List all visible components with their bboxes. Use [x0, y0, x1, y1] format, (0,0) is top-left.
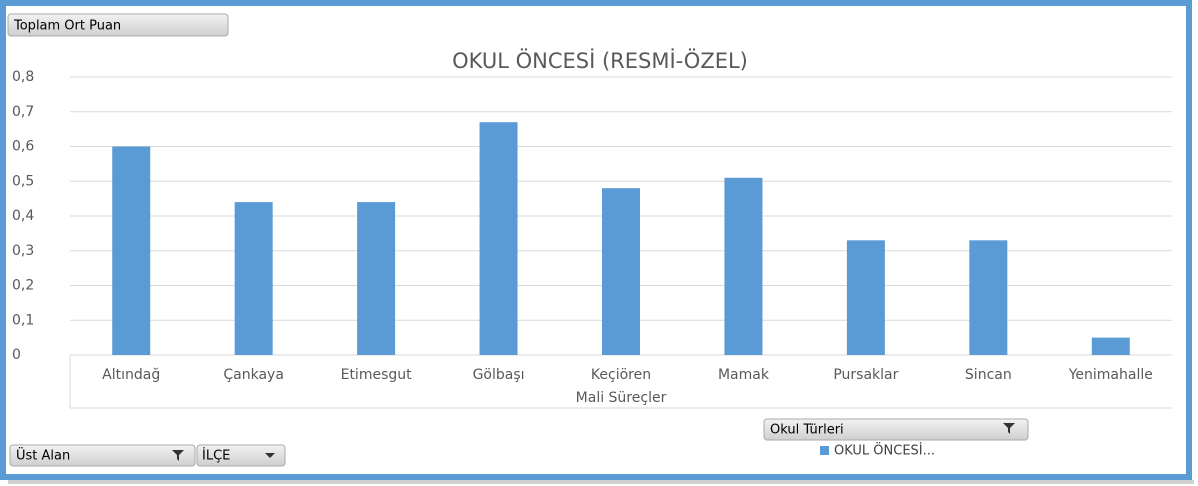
- bar: [969, 240, 1008, 355]
- value-field-button[interactable]: Toplam Ort Puan: [7, 13, 229, 37]
- dropdown-icon: [265, 453, 275, 458]
- bar: [846, 240, 885, 355]
- y-tick-label: 0,1: [12, 312, 34, 328]
- value-field-label: Toplam Ort Puan: [13, 19, 121, 34]
- bar: [479, 122, 518, 355]
- x-tick-label: Etimesgut: [341, 367, 413, 383]
- legend-swatch: [820, 446, 829, 455]
- axis-field-button[interactable]: Üst Alan: [9, 444, 196, 467]
- legend-field-label: Okul Türleri: [770, 423, 844, 438]
- x-axis-title: Mali Süreçler: [576, 390, 667, 406]
- x-tick-label: Yenimahalle: [1068, 367, 1153, 383]
- y-tick-label: 0,4: [12, 208, 34, 224]
- bar: [602, 188, 640, 355]
- legend-field-button[interactable]: Okul Türleri: [763, 418, 1029, 441]
- bar: [112, 146, 151, 355]
- y-tick-label: 0: [12, 347, 21, 363]
- y-tick-label: 0,7: [12, 104, 34, 120]
- chart-title: OKUL ÖNCESİ (RESMİ-ÖZEL): [452, 48, 748, 73]
- bar: [357, 202, 396, 355]
- y-tick-label: 0,6: [12, 139, 34, 155]
- x-tick-label: Altındağ: [102, 367, 160, 383]
- axis-field-button[interactable]: İLÇE: [196, 444, 286, 467]
- legend-label: OKUL ÖNCESİ...: [834, 442, 935, 459]
- bar: [1091, 337, 1130, 355]
- axis-field-label: İLÇE: [202, 448, 230, 464]
- x-tick-label: Keçiören: [591, 367, 651, 383]
- x-tick-label: Sincan: [965, 367, 1012, 383]
- x-tick-label: Çankaya: [223, 367, 284, 383]
- y-tick-label: 0,2: [12, 278, 34, 294]
- y-tick-label: 0,3: [12, 243, 34, 259]
- x-tick-label: Gölbaşı: [473, 367, 525, 383]
- filter-icon: [172, 450, 184, 461]
- filter-icon: [1003, 423, 1015, 434]
- y-tick-label: 0,5: [12, 173, 34, 189]
- x-tick-label: Mamak: [718, 367, 770, 383]
- y-tick-label: 0,8: [12, 69, 34, 85]
- shadow: [8, 480, 1194, 484]
- axis-field-label: Üst Alan: [16, 447, 70, 464]
- bar: [724, 177, 763, 355]
- x-tick-label: Pursaklar: [833, 367, 898, 383]
- bar: [234, 202, 273, 355]
